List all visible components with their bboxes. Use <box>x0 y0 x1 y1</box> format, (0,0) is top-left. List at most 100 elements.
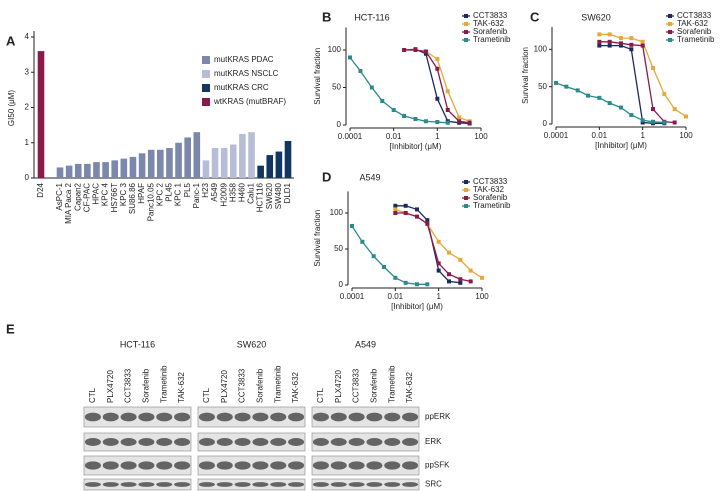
lane-label: TAK-632 <box>177 371 186 403</box>
x-tick-label: 100 <box>679 131 693 140</box>
point <box>403 280 408 285</box>
bar <box>284 140 292 178</box>
point <box>457 115 462 120</box>
legend-marker <box>464 204 468 208</box>
point <box>447 272 452 277</box>
legend-marker <box>464 180 468 184</box>
point <box>597 95 602 100</box>
y-tick-label: 100 <box>534 44 548 53</box>
panel-label: E <box>6 321 15 336</box>
x-axis-label: [Inhibitor] (μM) <box>595 141 647 150</box>
y-axis-label: GI50 (μM) <box>7 90 16 127</box>
y-axis-label: Survival fraction <box>313 48 322 105</box>
blot-band <box>366 461 383 470</box>
point <box>619 41 623 46</box>
blot-band <box>234 412 251 422</box>
x-tick-label: PL5 <box>183 182 192 197</box>
legend-marker <box>464 30 468 34</box>
bar <box>56 167 64 178</box>
x-tick-label: SW620 <box>265 182 274 209</box>
x-axis-label: [Inhibitor] (μM) <box>391 302 443 311</box>
blot-band <box>84 438 101 446</box>
x-tick-label: 0.0001 <box>338 132 363 141</box>
legend-swatch <box>202 56 210 64</box>
blot-band <box>198 461 215 470</box>
y-tick-label: 0 <box>339 280 344 289</box>
legend-marker <box>668 22 672 26</box>
legend-label: TAK-632 <box>473 185 505 194</box>
blot-band <box>198 412 215 422</box>
blot-band <box>102 412 119 422</box>
blot-band <box>216 482 233 487</box>
x-tick-label: SU86.86 <box>128 182 137 214</box>
x-tick-label: Panc10.05 <box>146 182 155 221</box>
y-axis-label: Survival fraction <box>521 47 530 104</box>
point <box>393 275 398 280</box>
blot-band <box>120 461 137 470</box>
y-tick-label: 50 <box>332 83 341 92</box>
blot-band <box>138 482 155 487</box>
point <box>607 39 612 44</box>
legend-label: TAK-632 <box>677 19 709 28</box>
blot-band <box>198 438 215 446</box>
legend-label: CCT3833 <box>473 11 508 20</box>
x-tick-label: HPAC <box>92 183 101 205</box>
point <box>640 120 645 125</box>
point <box>457 119 462 124</box>
bar <box>166 148 173 178</box>
lane-label: CTL <box>316 387 325 403</box>
blot-band <box>402 438 419 446</box>
lane-label: CTL <box>88 387 97 403</box>
legend-marker <box>464 38 468 42</box>
point <box>391 108 396 112</box>
point <box>425 282 430 287</box>
blot-band <box>402 482 419 487</box>
point <box>640 39 645 44</box>
panel-label: D <box>322 169 331 184</box>
legend-marker <box>668 30 672 34</box>
blot-band <box>252 482 269 487</box>
blot-band <box>216 461 233 470</box>
legend-marker <box>464 14 468 18</box>
bar <box>147 149 155 178</box>
point <box>607 43 612 48</box>
row-label: ERK <box>425 437 442 446</box>
y-tick-label: 0 <box>543 119 548 128</box>
x-tick-label: D24 <box>36 182 45 197</box>
point <box>564 84 569 89</box>
point <box>684 114 688 119</box>
point <box>458 280 463 285</box>
legend-swatch <box>202 84 210 92</box>
point <box>445 120 450 125</box>
blot-strip <box>197 432 306 452</box>
blot-band <box>252 438 269 446</box>
blot-band <box>120 482 137 487</box>
blot-band <box>366 482 383 487</box>
legend-marker <box>464 196 468 200</box>
legend-label: Trametinib <box>473 201 511 210</box>
point <box>672 107 677 112</box>
x-tick-label: 1 <box>435 132 440 141</box>
point <box>436 261 441 266</box>
point <box>640 43 645 48</box>
blot-title: HCT-116 <box>120 339 155 349</box>
x-tick-label: 0.0001 <box>340 292 365 301</box>
y-axis-label: Survival fraction <box>313 210 322 267</box>
bar <box>102 162 109 178</box>
point <box>380 99 385 103</box>
point <box>468 279 473 284</box>
legend-label: TAK-632 <box>473 19 505 28</box>
blot-band <box>366 438 383 446</box>
bar <box>120 158 128 178</box>
x-tick-label: DLD1 <box>283 182 292 203</box>
blot-band <box>270 412 287 422</box>
y-tick-label: 4 <box>25 32 30 41</box>
legend-label: CCT3833 <box>473 177 508 186</box>
blot-strip <box>311 432 420 452</box>
blot-band <box>348 438 365 446</box>
point <box>607 32 612 37</box>
lane-label: Sorafenib <box>370 368 379 403</box>
point <box>350 223 354 228</box>
blot-strip <box>311 478 420 491</box>
